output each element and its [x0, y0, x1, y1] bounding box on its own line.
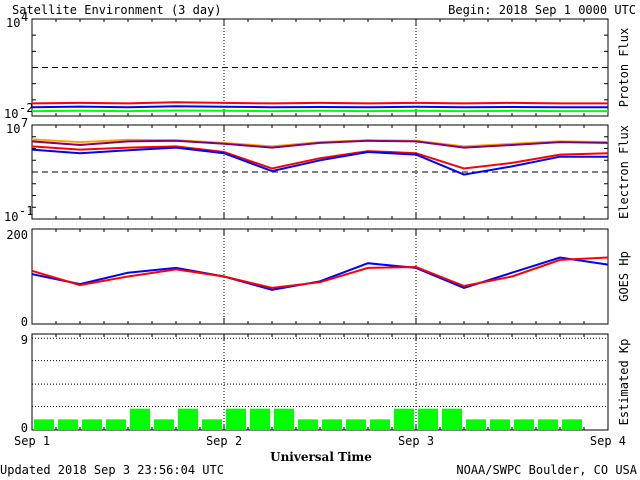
electron-series-line-3 [31, 146, 608, 176]
x-tick-label: Sep 4 [590, 434, 626, 448]
kp-bar [322, 419, 342, 430]
electron-y-tick-top: 10 [6, 122, 20, 136]
proton-y-tick-bottom: 10 [4, 107, 18, 121]
kp-bar [58, 419, 78, 430]
proton-panel-frame [31, 18, 609, 117]
proton-y-tick-top-exp: 4 [21, 10, 28, 24]
electron-panel-frame [31, 124, 609, 220]
kp-y-tick-top: 9 [21, 333, 28, 347]
kp-panel-frame [31, 333, 609, 431]
kp-bar [514, 419, 534, 430]
kp-bar [274, 408, 294, 430]
hp-series-line-1 [31, 256, 609, 289]
credit-text: NOAA/SWPC Boulder, CO USA [456, 463, 637, 477]
kp-bar [394, 408, 414, 430]
kp-bar [442, 408, 462, 430]
hp-y-tick-bottom: 0 [21, 315, 28, 329]
updated-timestamp: Updated 2018 Sep 3 23:56:04 UTC [0, 463, 224, 477]
kp-bar [370, 419, 390, 430]
kp-bar [202, 419, 222, 430]
x-axis-title: Universal Time [270, 450, 372, 464]
kp-y-tick-bottom: 0 [21, 421, 28, 435]
hp-panel-frame [31, 228, 609, 325]
kp-bar [250, 408, 270, 430]
x-tick-label: Sep 3 [398, 434, 434, 448]
hp-panel-label: GOES Hp [617, 251, 631, 302]
kp-bar [562, 419, 582, 430]
kp-bar [226, 408, 246, 430]
kp-panel-label: Estimated Kp [617, 339, 631, 426]
kp-bar [298, 419, 318, 430]
electron-y-tick-bottom-exp: -1 [19, 204, 33, 218]
kp-bar [418, 408, 438, 430]
kp-bar [538, 419, 558, 430]
proton-y-tick-bottom-exp: -2 [19, 101, 33, 115]
kp-bar [106, 419, 126, 430]
x-tick-label: Sep 1 [14, 434, 50, 448]
kp-bar [178, 408, 198, 430]
electron-y-tick-bottom: 10 [4, 210, 18, 224]
kp-bar [130, 408, 150, 430]
kp-bar [34, 419, 54, 430]
electron-series-line-1 [31, 139, 609, 149]
chart-title: Satellite Environment (3 day) [12, 3, 222, 17]
kp-bar [490, 419, 510, 430]
electron-panel-label: Electron Flux [617, 125, 631, 219]
kp-bar [346, 419, 366, 430]
kp-bar [154, 419, 174, 430]
hp-y-tick-top: 200 [6, 228, 28, 242]
electron-y-tick-top-exp: 7 [21, 116, 28, 130]
proton-series-line-1 [31, 105, 608, 109]
proton-series-line-0 [31, 101, 608, 105]
proton-y-tick-top: 10 [6, 16, 20, 30]
kp-bar [82, 419, 102, 430]
proton-panel-label: Proton Flux [617, 28, 631, 107]
kp-bar [466, 419, 486, 430]
proton-series-line-2 [31, 109, 608, 113]
x-tick-label: Sep 2 [206, 434, 242, 448]
begin-time: Begin: 2018 Sep 1 0000 UTC [448, 3, 636, 17]
electron-series-line-2 [31, 145, 609, 170]
